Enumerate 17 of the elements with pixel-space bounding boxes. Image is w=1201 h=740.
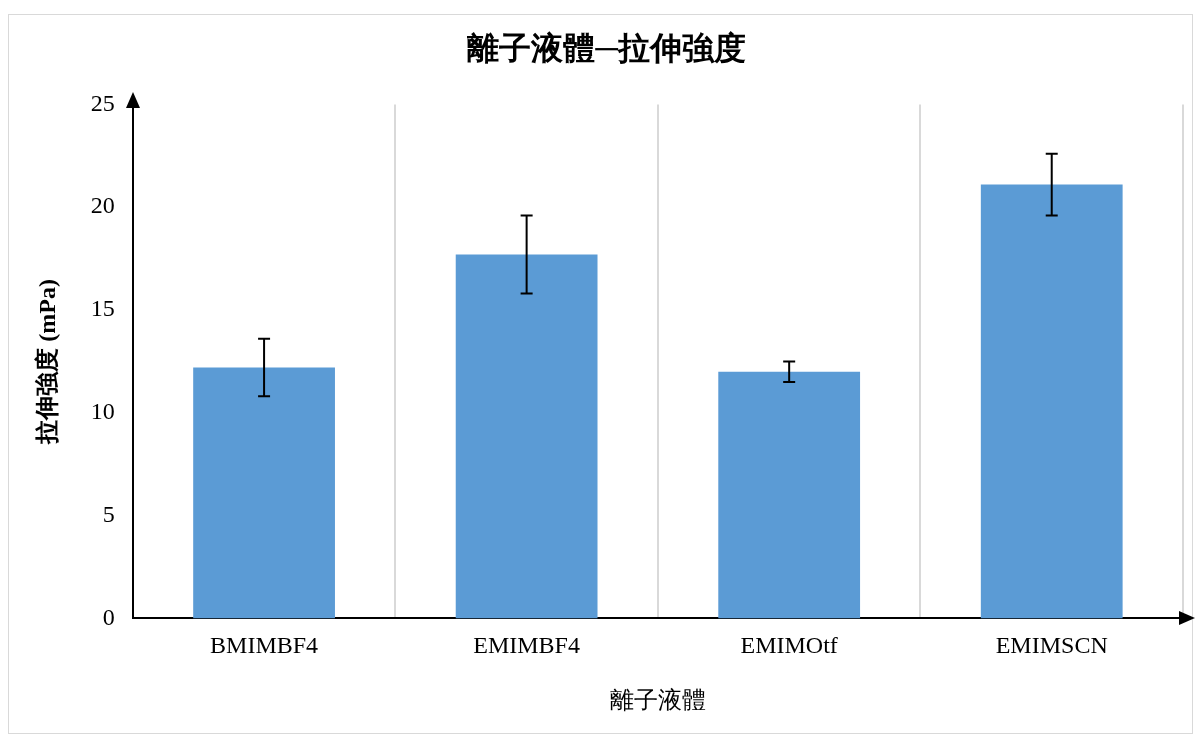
x-tick-label: BMIMBF4 (210, 632, 319, 659)
bar (455, 254, 598, 619)
bar (718, 371, 861, 619)
bar (193, 367, 335, 619)
y-tick-label: 25 (90, 89, 115, 116)
x-tick-label: EMIMSCN (995, 632, 1108, 659)
y-tick-label: 20 (90, 192, 115, 219)
y-axis-title: 拉伸強度 (mPa) (33, 279, 60, 445)
y-tick-label: 15 (90, 295, 115, 322)
chart-title: 離子液體─拉伸強度 (466, 30, 746, 67)
y-tick-label: 0 (102, 603, 115, 630)
y-tick-label: 10 (90, 398, 115, 425)
x-tick-label: EMIMOtf (740, 632, 838, 659)
y-tick-label: 5 (102, 500, 115, 527)
x-axis-title: 離子液體 (609, 686, 706, 713)
bar (980, 184, 1123, 619)
x-tick-label: EMIMBF4 (473, 632, 580, 659)
